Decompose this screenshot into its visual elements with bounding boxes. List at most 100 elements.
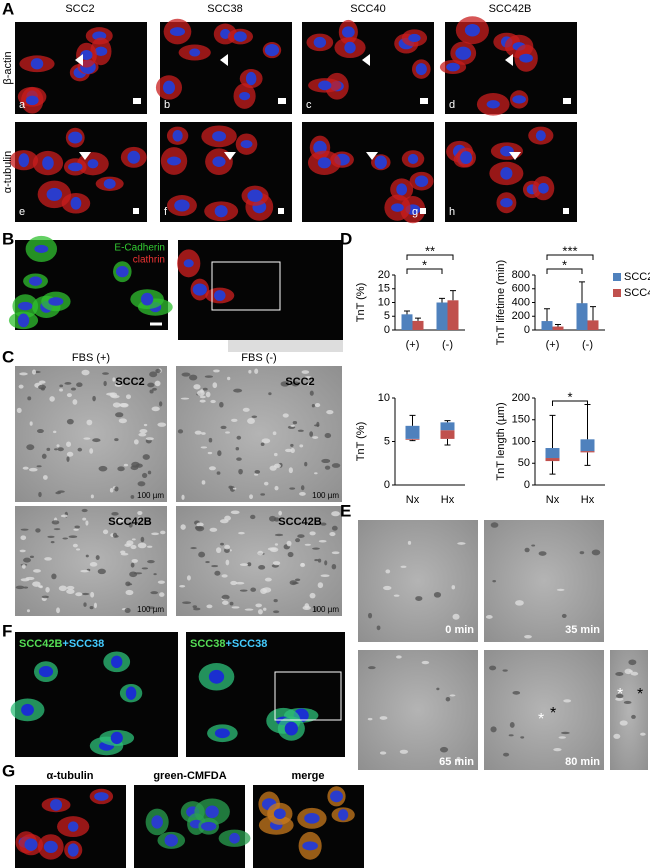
- title-part: SCC38: [190, 638, 225, 650]
- error-bar: [450, 290, 456, 301]
- y-tick-label: 100: [512, 435, 530, 447]
- cell: [290, 448, 295, 454]
- cell: [95, 555, 100, 560]
- cell: [290, 424, 295, 427]
- marker: *: [550, 705, 556, 722]
- cell: [42, 475, 48, 480]
- y-tick-label: 150: [512, 414, 530, 426]
- cell: [26, 609, 30, 613]
- y-tick-label: 200: [512, 310, 530, 322]
- nucleus: [94, 46, 108, 57]
- y-tick-label: 600: [512, 283, 530, 295]
- image-letter: e: [19, 206, 25, 218]
- cell: [189, 374, 198, 381]
- cell: [260, 442, 265, 447]
- cell: [81, 508, 88, 513]
- cell: [456, 756, 461, 762]
- cell: [304, 376, 312, 379]
- cell: [219, 401, 224, 408]
- scale-label: 100 µm: [312, 605, 339, 614]
- box-lower: [440, 430, 455, 439]
- cell: [59, 384, 64, 388]
- error-bar: [544, 308, 550, 322]
- cell: [324, 560, 328, 566]
- nucleus: [214, 728, 230, 739]
- scale-bar: [133, 98, 141, 104]
- nucleus: [167, 156, 181, 166]
- box-lower: [545, 458, 560, 462]
- nucleus: [374, 155, 387, 170]
- nucleus: [214, 205, 228, 218]
- cell: [239, 589, 248, 592]
- image-letter: b: [164, 99, 170, 111]
- nucleus: [338, 809, 349, 821]
- cell: [89, 606, 94, 610]
- scale-bar: [563, 208, 569, 214]
- cell: [124, 607, 131, 614]
- nucleus: [87, 159, 99, 169]
- nucleus: [408, 33, 421, 43]
- marker: *: [637, 686, 643, 703]
- whisker: [444, 438, 451, 446]
- cell: [120, 550, 126, 554]
- nucleus: [208, 669, 225, 684]
- cell: [32, 581, 41, 587]
- nucleus: [192, 283, 207, 296]
- cell: [272, 561, 281, 566]
- cell: [213, 369, 220, 373]
- arrowhead: [75, 54, 83, 66]
- cell: [524, 547, 530, 553]
- cell: [280, 381, 290, 387]
- nucleus: [535, 130, 546, 141]
- cell: [221, 594, 230, 600]
- cell: [147, 382, 155, 388]
- cell: [49, 396, 55, 402]
- cell: [147, 470, 152, 475]
- cell: [367, 612, 373, 619]
- x-tick-label: (+): [406, 339, 420, 351]
- y-tick-label: 0: [524, 324, 530, 336]
- cell: [291, 381, 300, 387]
- error-bar: [555, 324, 561, 327]
- nucleus: [111, 655, 123, 669]
- cell: [297, 534, 305, 538]
- nucleus: [110, 731, 123, 745]
- cell: [250, 514, 256, 520]
- cell: [137, 542, 147, 549]
- whisker: [409, 414, 416, 426]
- panel-label: E: [340, 501, 351, 520]
- arrowhead: [220, 54, 228, 66]
- legend-label: SCC2: [624, 271, 650, 283]
- cell: [23, 557, 31, 563]
- cell: [263, 481, 269, 486]
- time-label: 0 min: [445, 624, 474, 636]
- y-tick-label: 0: [384, 479, 390, 491]
- nucleus: [344, 41, 356, 54]
- cell: [251, 415, 258, 419]
- cell: [29, 555, 34, 559]
- cell: [20, 535, 27, 541]
- nucleus: [407, 153, 419, 164]
- cell: [182, 601, 192, 605]
- cell: [331, 551, 340, 555]
- cell: [38, 491, 42, 498]
- zoom-box: [274, 671, 342, 721]
- cell: [531, 544, 536, 547]
- cell-label: SCC42B: [108, 516, 151, 528]
- nucleus: [302, 841, 318, 851]
- cell: [220, 542, 224, 546]
- cell: [114, 438, 119, 442]
- cell: [485, 615, 493, 619]
- panel-label: C: [2, 347, 14, 366]
- micrographs: [8, 16, 648, 868]
- cell: [331, 463, 341, 468]
- y-axis-title: TnT (%): [355, 422, 367, 462]
- cell: [326, 410, 334, 415]
- nucleus: [341, 26, 355, 38]
- cell: [194, 430, 202, 435]
- cell: [520, 736, 525, 739]
- cell: [331, 525, 338, 531]
- cell: [66, 585, 75, 590]
- cell: [292, 421, 298, 425]
- cell: [324, 432, 332, 439]
